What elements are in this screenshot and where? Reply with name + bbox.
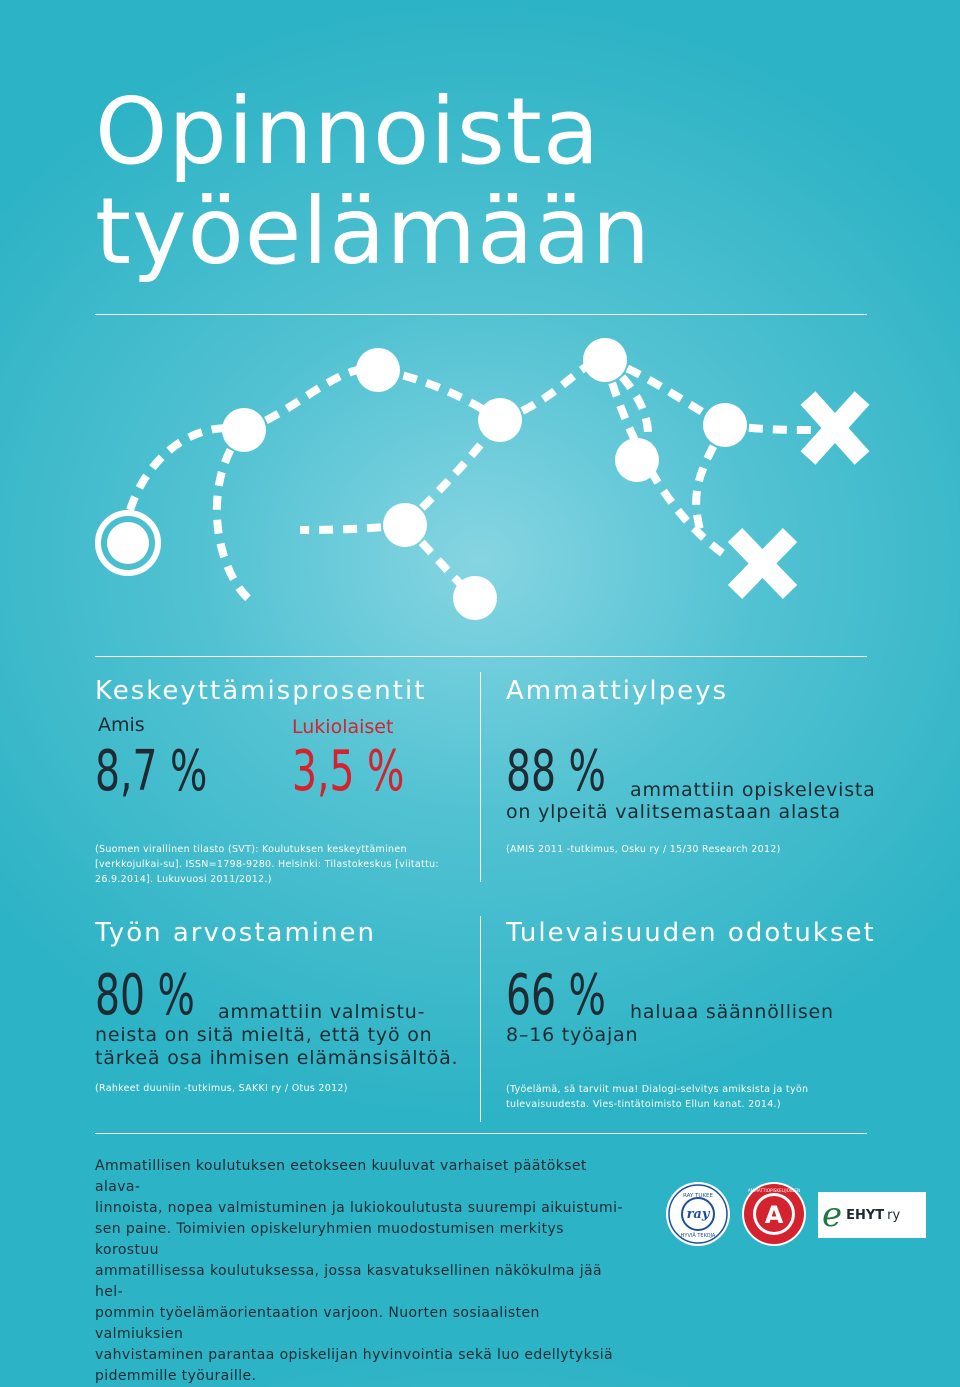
work-value-value: 80 %	[95, 963, 195, 1028]
osku-logo-icon: AMMATTIOPISKELIJOIDEN A	[744, 1184, 804, 1244]
pride-value: 88 %	[506, 739, 606, 804]
body-line: ammatillisessa koulutuksessa, jossa kasv…	[95, 1263, 602, 1300]
column-divider-lower	[480, 916, 481, 1122]
x-mark-upper-icon	[800, 391, 870, 465]
start-node-icon	[107, 522, 149, 564]
path-to-upper-right	[498, 356, 606, 424]
x-mark-lower-icon	[727, 528, 798, 599]
path-node-to-top	[242, 364, 381, 434]
osku-logo: AMMATTIOPISKELIJOIDEN A	[742, 1182, 806, 1246]
page-title: Opinnoista työelämään	[95, 82, 651, 282]
start-ring-icon	[95, 510, 161, 576]
title-line-2: työelämään	[95, 178, 652, 285]
dropout-heading: Keskeyttämisprosentit	[95, 676, 427, 706]
svg-text:AMMATTIOPISKELIJOIDEN: AMMATTIOPISKELIJOIDEN	[748, 1188, 800, 1193]
ray-logo: RAY TUKEE ray HYVIÄ TEKOJA	[666, 1182, 730, 1246]
future-text-1: haluaa säännöllisen	[630, 1001, 834, 1023]
node-icon	[453, 576, 497, 620]
lukio-label: Lukiolaiset	[292, 716, 394, 738]
future-heading: Tulevaisuuden odotukset	[506, 918, 876, 948]
svg-text:A: A	[765, 1201, 784, 1229]
pride-text-1: ammattiin opiskelevista	[630, 779, 876, 801]
svg-text:RAY TUKEE: RAY TUKEE	[683, 1193, 714, 1199]
future-source: (Työelämä, sä tarviit mua! Dialogi-selvi…	[506, 1084, 809, 1110]
pride-source: (AMIS 2011 -tutkimus, Osku ry / 15/30 Re…	[506, 844, 781, 855]
node-icon	[703, 403, 747, 447]
work-value-text-1: ammattiin valmistu-	[218, 1001, 426, 1023]
body-line: sen paine. Toimivien opiskeluryhmien muo…	[95, 1221, 564, 1258]
section-divider-top	[95, 656, 867, 657]
body-line: linnoista, nopea valmistuminen ja lukiok…	[95, 1200, 623, 1216]
node-icon	[615, 438, 659, 482]
body-paragraph: Ammatillisen koulutuksen eetokseen kuulu…	[95, 1156, 625, 1387]
path-start-to-node	[126, 424, 245, 512]
title-line-1: Opinnoista	[95, 78, 601, 185]
body-line: pidemmille työuraille.	[95, 1368, 257, 1384]
path-node-down-left	[212, 427, 253, 604]
work-value-heading: Työn arvostaminen	[95, 918, 376, 948]
ray-logo-icon: RAY TUKEE ray HYVIÄ TEKOJA	[668, 1184, 728, 1244]
body-line: vahvistaminen parantaa opiskelijan hyvin…	[95, 1347, 614, 1363]
future-text-2: 8–16 työajan	[506, 1024, 639, 1046]
work-value-text-2: neista on sitä mieltä, että työ on	[95, 1024, 433, 1046]
path-upper-node-down	[692, 423, 729, 531]
play-diagram-illustration	[95, 338, 870, 620]
work-value-text-3: tärkeä osa ihmisen elämänsisältöä.	[95, 1047, 459, 1069]
title-divider	[95, 314, 867, 315]
amis-label: Amis	[98, 714, 145, 736]
node-icon	[383, 503, 427, 547]
node-icon	[222, 408, 266, 452]
ehyt-logo: e EHYT ry	[818, 1192, 926, 1238]
svg-text:HYVIÄ TEKOJA: HYVIÄ TEKOJA	[681, 1232, 716, 1239]
work-value-source: (Rahkeet duuniin -tutkimus, SAKKI ry / O…	[95, 1083, 348, 1094]
node-icon	[583, 338, 627, 382]
column-divider-upper	[480, 672, 481, 882]
node-icon	[356, 348, 400, 392]
pride-heading: Ammattiylpeys	[506, 676, 729, 706]
ehyt-mark-icon: e	[822, 1195, 843, 1235]
node-icon	[478, 398, 522, 442]
body-line: pommin työelämäorientaation varjoon. Nuo…	[95, 1305, 540, 1342]
path-to-lower-x	[601, 358, 728, 559]
ehyt-ry: ry	[887, 1207, 901, 1223]
lukio-value: 3,5 %	[292, 739, 405, 804]
amis-value: 8,7 %	[95, 739, 208, 804]
section-divider-bottom	[95, 1133, 867, 1134]
future-value: 66 %	[506, 963, 606, 1028]
pride-text-2: on ylpeitä valitsemastaan alasta	[506, 801, 841, 823]
dropout-source: (Suomen virallinen tilasto (SVT): Koulut…	[95, 844, 439, 885]
svg-text:ray: ray	[687, 1207, 711, 1222]
body-line: Ammatillisen koulutuksen eetokseen kuulu…	[95, 1158, 587, 1195]
ehyt-name: EHYT	[846, 1207, 885, 1223]
